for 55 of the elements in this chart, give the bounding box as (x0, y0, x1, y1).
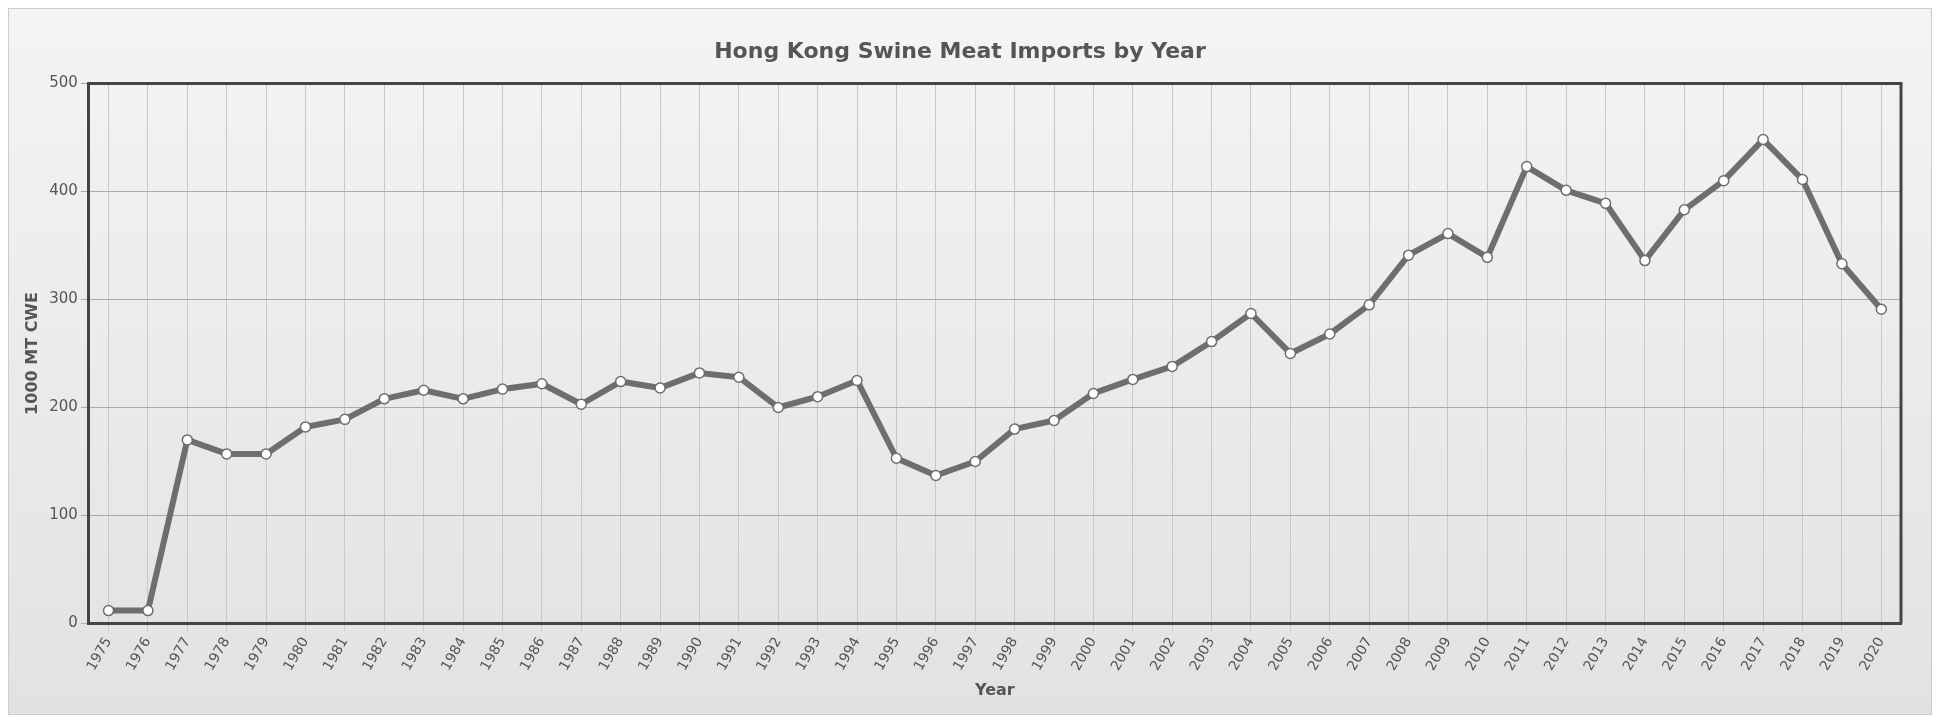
point (1087, 387, 1100, 400)
y-tick-label: 100 (49, 505, 78, 524)
point (378, 393, 391, 405)
point (1402, 249, 1415, 261)
point (1442, 227, 1454, 240)
point (536, 377, 548, 390)
point (1875, 303, 1888, 315)
point (1284, 347, 1297, 360)
x-axis-title: Year (974, 679, 1015, 699)
point (1599, 197, 1612, 210)
point (1836, 258, 1848, 270)
point (890, 452, 903, 465)
point (1521, 160, 1533, 173)
point (1639, 254, 1651, 267)
y-axis-title: 1000 MT CWE (21, 292, 41, 415)
point (102, 604, 115, 617)
chart-title: Hong Kong Swine Meat Imports by Year (714, 37, 1206, 63)
y-tick-label: 500 (49, 73, 78, 92)
point (1678, 204, 1691, 216)
point (693, 367, 706, 379)
point (1008, 423, 1021, 435)
y-tick-label: 200 (49, 397, 78, 416)
y-tick-label: 0 (68, 613, 78, 632)
point (1757, 133, 1769, 146)
point (1166, 360, 1178, 373)
point (851, 374, 863, 387)
point (614, 375, 627, 388)
point (457, 393, 469, 405)
point (339, 413, 351, 426)
point (1205, 335, 1218, 348)
point (181, 434, 194, 446)
point (496, 383, 509, 395)
point (1560, 184, 1572, 197)
point (1048, 414, 1060, 427)
point (733, 371, 745, 383)
point (575, 398, 588, 410)
point (1717, 174, 1730, 187)
point (772, 401, 784, 414)
point (220, 448, 233, 460)
point (930, 469, 942, 482)
point (654, 382, 666, 394)
point (1481, 251, 1494, 264)
point (1245, 307, 1257, 320)
point (142, 604, 154, 617)
point (1324, 328, 1336, 340)
y-tick-label: 400 (49, 181, 78, 200)
point (260, 448, 272, 460)
y-tick-label: 300 (49, 289, 78, 308)
point (969, 455, 981, 468)
point (1127, 373, 1139, 386)
point (417, 384, 430, 396)
point (1363, 299, 1375, 311)
point (299, 421, 312, 433)
point (1796, 173, 1809, 186)
point (811, 390, 824, 403)
